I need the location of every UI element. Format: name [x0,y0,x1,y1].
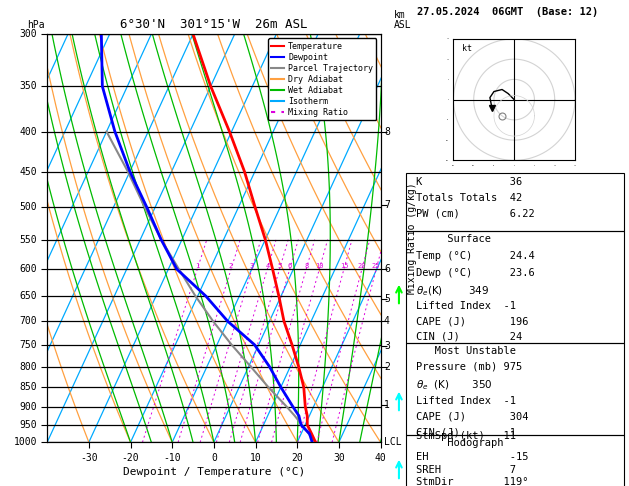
Text: 300: 300 [19,29,37,39]
Text: $\boldsymbol{\theta_e}$(K)        349: $\boldsymbol{\theta_e}$(K) 349 [416,285,489,298]
Text: 350: 350 [19,81,37,91]
Text: 15: 15 [340,263,348,269]
Bar [406,173,624,231]
Title: 6°30'N  301°15'W  26m ASL: 6°30'N 301°15'W 26m ASL [120,18,308,32]
Bar [406,231,624,343]
Text: 6: 6 [287,263,292,269]
Bar [406,435,624,486]
Text: 850: 850 [19,382,37,392]
Text: 3: 3 [250,263,254,269]
Text: 5: 5 [277,263,282,269]
X-axis label: Dewpoint / Temperature (°C): Dewpoint / Temperature (°C) [123,467,305,477]
Text: 1000: 1000 [14,437,37,447]
Text: Mixing Ratio (g/kg): Mixing Ratio (g/kg) [407,182,417,294]
Text: 800: 800 [19,362,37,372]
Text: 1: 1 [384,399,390,410]
Text: kt: kt [462,44,472,53]
Text: Lifted Index  -1: Lifted Index -1 [416,396,516,406]
Bar [406,343,624,435]
Text: Pressure (mb) 975: Pressure (mb) 975 [416,362,522,372]
Text: CIN (J)        1: CIN (J) 1 [416,428,516,438]
Text: Surface: Surface [416,234,491,244]
Text: km
ASL: km ASL [394,10,411,30]
Text: Totals Totals  42: Totals Totals 42 [416,193,522,203]
Text: 2: 2 [384,362,390,372]
Text: 4: 4 [265,263,269,269]
Text: 20: 20 [358,263,366,269]
Text: 6: 6 [384,264,390,274]
Text: 4: 4 [384,316,390,326]
Text: StmDir        119°: StmDir 119° [416,477,528,486]
Text: CAPE (J)       304: CAPE (J) 304 [416,412,528,422]
Text: 5: 5 [384,294,390,304]
Text: StmSpd (kt)   11: StmSpd (kt) 11 [416,431,516,441]
Text: 900: 900 [19,401,37,412]
Text: K              36: K 36 [416,177,522,188]
Text: 750: 750 [19,340,37,350]
Text: 1: 1 [195,263,199,269]
Text: 550: 550 [19,235,37,244]
Text: 10: 10 [315,263,323,269]
Text: 8: 8 [304,263,308,269]
Text: 600: 600 [19,264,37,274]
Legend: Temperature, Dewpoint, Parcel Trajectory, Dry Adiabat, Wet Adiabat, Isotherm, Mi: Temperature, Dewpoint, Parcel Trajectory… [268,38,376,121]
Text: 700: 700 [19,316,37,326]
Text: 2: 2 [229,263,233,269]
Text: 950: 950 [19,420,37,430]
Text: 400: 400 [19,126,37,137]
Text: 3: 3 [384,341,390,350]
Text: 650: 650 [19,291,37,301]
Text: Temp (°C)      24.4: Temp (°C) 24.4 [416,251,535,261]
Text: PW (cm)        6.22: PW (cm) 6.22 [416,208,535,219]
Text: SREH           7: SREH 7 [416,465,516,475]
Text: CIN (J)        24: CIN (J) 24 [416,332,522,342]
Text: Dewp (°C)      23.6: Dewp (°C) 23.6 [416,268,535,278]
Text: 500: 500 [19,202,37,212]
Text: $\boldsymbol{\theta_e}$  (K)       350: $\boldsymbol{\theta_e}$ (K) 350 [416,379,493,392]
Text: 25: 25 [372,263,381,269]
Text: LCL: LCL [384,437,401,447]
Text: EH             -15: EH -15 [416,452,528,463]
Text: Lifted Index  -1: Lifted Index -1 [416,301,516,311]
Text: 7: 7 [384,200,390,210]
Text: CAPE (J)       196: CAPE (J) 196 [416,316,528,327]
Text: hPa: hPa [27,20,45,30]
Text: 450: 450 [19,167,37,176]
Text: 8: 8 [384,126,390,137]
Text: 27.05.2024  06GMT  (Base: 12): 27.05.2024 06GMT (Base: 12) [417,7,599,17]
Text: Most Unstable: Most Unstable [416,346,516,356]
Text: Hodograph: Hodograph [416,438,503,448]
